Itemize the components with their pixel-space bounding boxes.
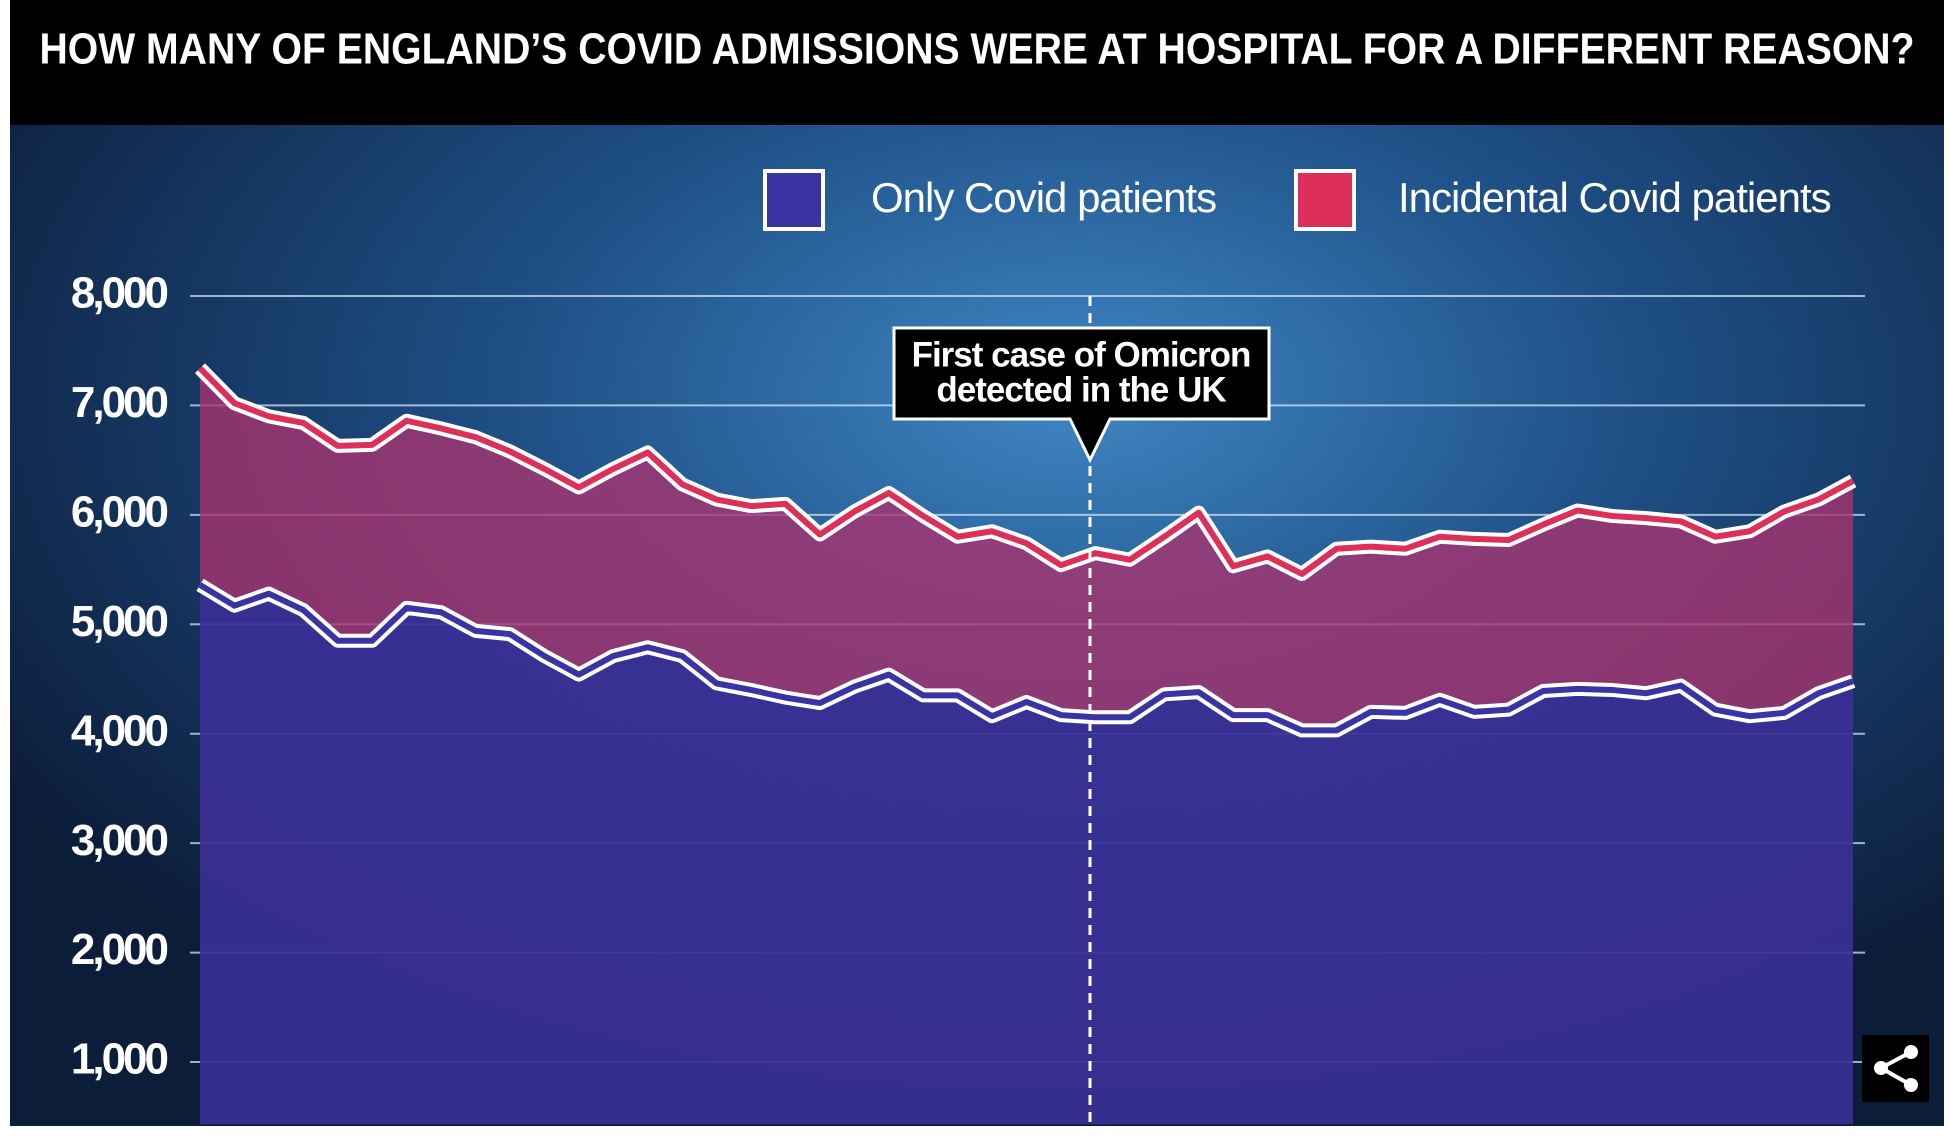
bottom-strip	[0, 1126, 1950, 1136]
annotation: First case of Omicron detected in the UK	[892, 296, 1271, 1125]
legend-label: Incidental Covid patients	[1398, 174, 1831, 221]
legend-swatch	[763, 169, 825, 231]
chart-title: HOW MANY OF ENGLAND’S COVID ADMISSIONS W…	[40, 25, 1915, 74]
plot-area: 1,000 2,000 3,000 4,000 5,000 6,000 7,000 8,000	[71, 269, 1865, 1125]
y-tick-label: 1,000	[71, 1035, 168, 1084]
line	[198, 582, 1854, 734]
title-bar	[10, 0, 1944, 125]
legend-swatch	[1294, 169, 1356, 231]
area	[200, 584, 1853, 1125]
annotation-text: detected in the UK	[936, 370, 1226, 409]
y-tick-label: 8,000	[71, 269, 168, 318]
y-tick-label: 3,000	[71, 816, 168, 865]
annotation-text: First case of Omicron	[912, 335, 1251, 374]
line	[197, 366, 1855, 577]
y-tick-label: 4,000	[71, 706, 168, 755]
legend-label: Only Covid patients	[871, 174, 1216, 221]
annotation-box	[892, 326, 1271, 464]
legend: Only Covid patients Incidental Covid pati…	[763, 169, 1832, 231]
y-tick-label: 2,000	[71, 925, 168, 974]
y-tick-label: 7,000	[71, 378, 168, 427]
y-tick-label: 5,000	[71, 597, 168, 646]
y-tick-label: 6,000	[71, 487, 168, 536]
share-button[interactable]	[1862, 1035, 1929, 1102]
